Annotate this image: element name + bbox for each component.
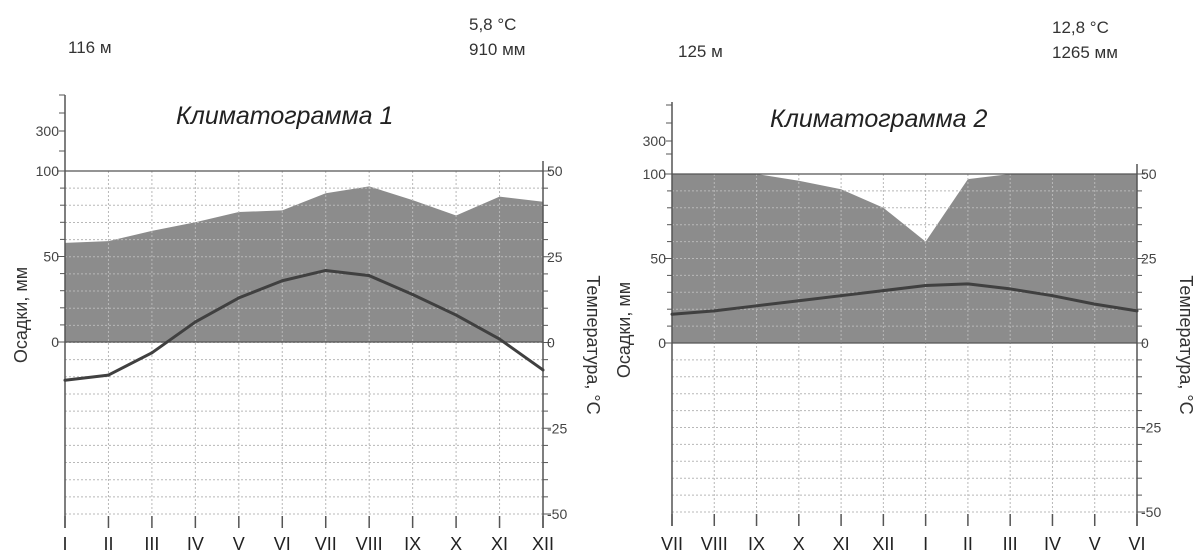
temperature-point	[367, 274, 371, 278]
annual-precipitation-label: 1265 мм	[1052, 43, 1118, 62]
temperature-tick-label: -50	[547, 506, 567, 522]
month-label: X	[450, 534, 462, 554]
temperature-axis-label: Температура, °C	[1176, 275, 1196, 414]
month-label: VII	[315, 534, 337, 554]
temperature-tick-label: 50	[547, 163, 563, 179]
chart-title: Климатограмма 1	[176, 102, 393, 130]
temperature-axis-label: Температура, °C	[583, 275, 603, 414]
month-label: VII	[661, 534, 683, 554]
temperature-tick-label: 0	[547, 335, 555, 351]
temperature-point	[411, 292, 415, 296]
month-label: XII	[872, 534, 894, 554]
temperature-point	[797, 299, 801, 303]
temperature-point	[1135, 309, 1139, 313]
month-label: XII	[532, 534, 554, 554]
precipitation-tick-label: 100	[36, 163, 60, 179]
temperature-point	[1093, 302, 1097, 306]
temperature-point	[839, 294, 843, 298]
temperature-tick-label: 25	[547, 249, 563, 265]
temperature-point	[63, 378, 67, 382]
month-label: II	[963, 534, 973, 554]
precipitation-tick-label: 50	[43, 249, 59, 265]
month-label: X	[793, 534, 805, 554]
precipitation-tick-label: 0	[658, 335, 666, 351]
month-label: IX	[404, 534, 421, 554]
temperature-point	[1050, 294, 1054, 298]
month-label: XI	[491, 534, 508, 554]
month-label: VI	[1128, 534, 1145, 554]
month-label: V	[233, 534, 245, 554]
month-label: III	[144, 534, 159, 554]
temperature-line	[671, 282, 1138, 316]
month-label: IX	[748, 534, 765, 554]
month-label: V	[1089, 534, 1101, 554]
temperature-tick-label: -25	[1141, 420, 1161, 436]
mean-temperature-label: 5,8 °C	[469, 15, 516, 34]
temperature-point	[670, 312, 674, 316]
precipitation-area	[65, 186, 543, 342]
precipitation-tick-label: 300	[643, 133, 667, 149]
temperature-point	[712, 309, 716, 313]
temperature-point	[106, 373, 110, 377]
temperature-tick-label: -50	[1141, 504, 1161, 520]
temperature-point	[881, 289, 885, 293]
temperature-point	[541, 368, 545, 372]
month-label: IV	[1044, 534, 1061, 554]
month-label: III	[1003, 534, 1018, 554]
temperature-point	[280, 279, 284, 283]
elevation-label: 116 м	[68, 38, 112, 57]
temperature-point	[498, 337, 502, 341]
month-label: VI	[274, 534, 291, 554]
chart-title: Климатограмма 2	[770, 105, 987, 133]
month-label: VIII	[701, 534, 728, 554]
temperature-point	[1008, 287, 1012, 291]
temperature-point	[924, 284, 928, 288]
month-label: VIII	[356, 534, 383, 554]
month-label: IV	[187, 534, 204, 554]
temperature-point	[966, 282, 970, 286]
month-label: I	[923, 534, 928, 554]
precipitation-tick-label: 50	[650, 251, 666, 267]
precipitation-axis-label: Осадки, мм	[614, 282, 634, 378]
temperature-point	[324, 268, 328, 272]
temperature-line	[64, 268, 544, 382]
temperature-point	[237, 296, 241, 300]
temperature-tick-label: 0	[1141, 335, 1149, 351]
annual-precipitation-label: 910 мм	[469, 40, 525, 59]
temperature-point	[454, 313, 458, 317]
temperature-tick-label: 50	[1141, 166, 1157, 182]
temperature-point	[755, 304, 759, 308]
month-label: XI	[833, 534, 850, 554]
precipitation-tick-label: 0	[51, 334, 59, 350]
temperature-tick-label: -25	[547, 420, 567, 436]
precipitation-tick-label: 300	[36, 123, 60, 139]
month-label: II	[103, 534, 113, 554]
month-label: I	[62, 534, 67, 554]
elevation-label: 125 м	[678, 42, 723, 61]
precipitation-axis-label: Осадки, мм	[11, 267, 31, 363]
temperature-point	[193, 320, 197, 324]
temperature-tick-label: 25	[1141, 251, 1157, 267]
temperature-point	[150, 351, 154, 355]
precipitation-tick-label: 100	[643, 166, 667, 182]
mean-temperature-label: 12,8 °C	[1052, 18, 1109, 37]
